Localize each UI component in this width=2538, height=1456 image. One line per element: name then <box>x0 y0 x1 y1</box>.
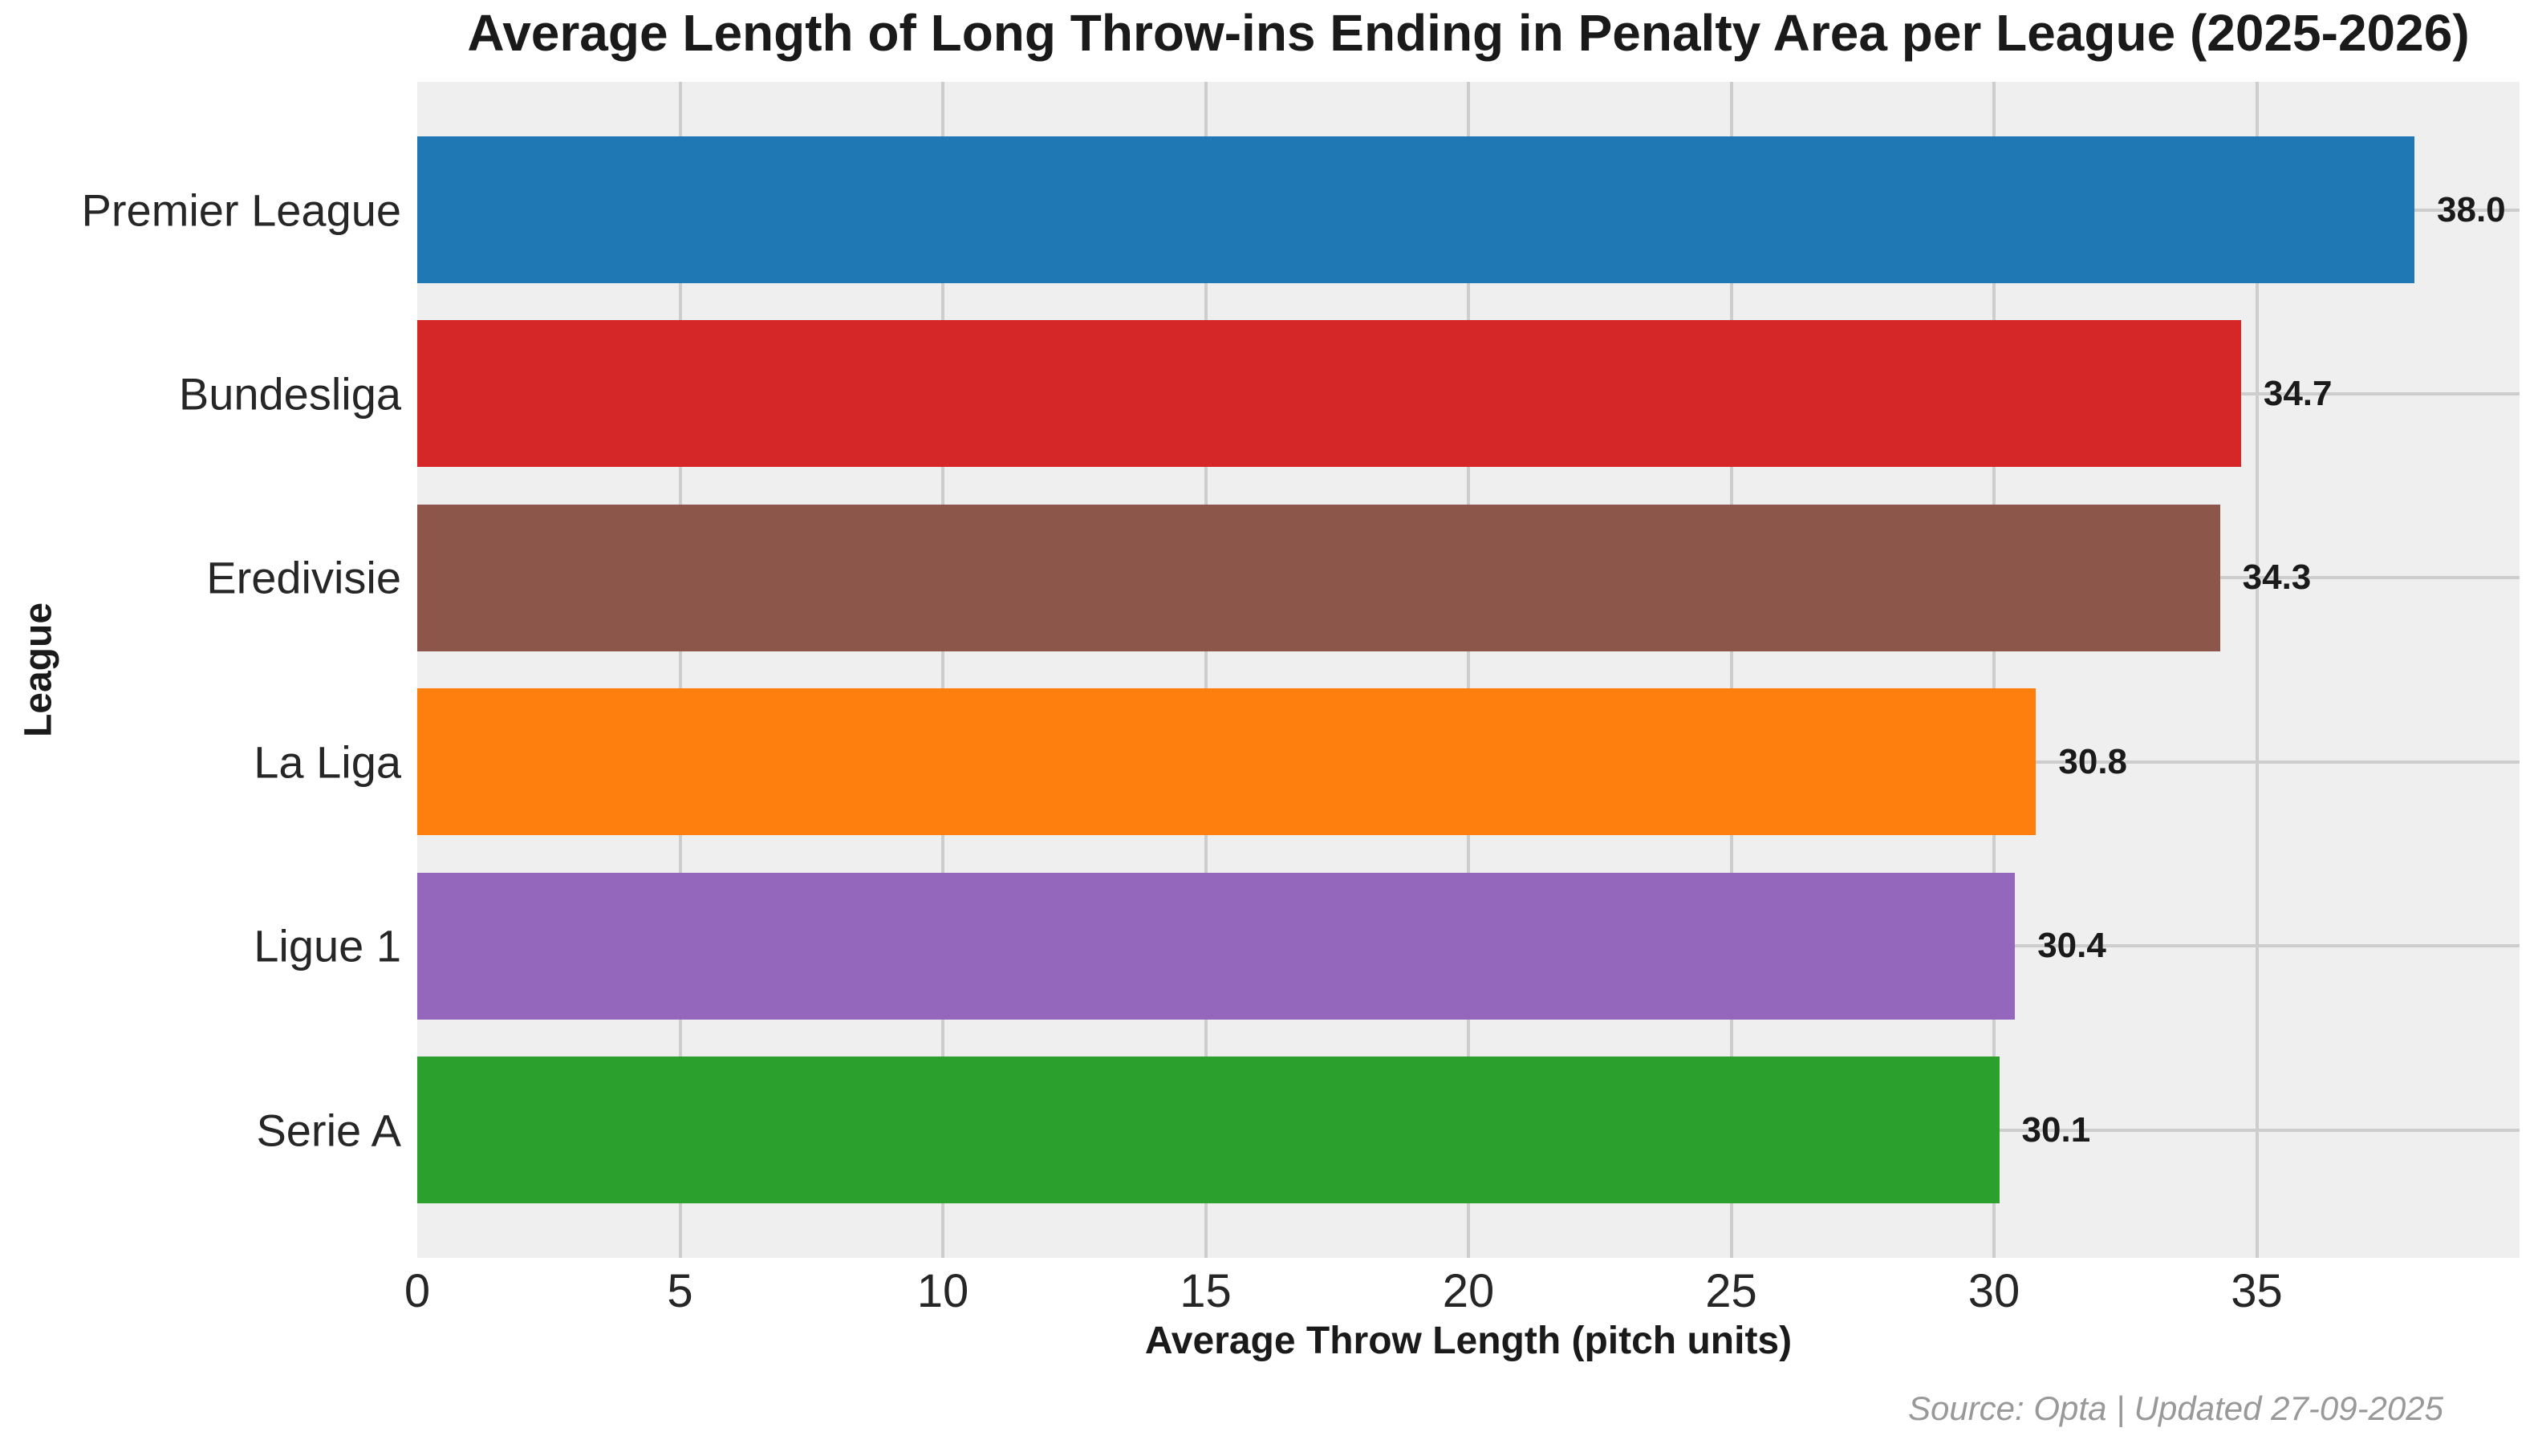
y-tick-label: Ligue 1 <box>254 920 401 971</box>
x-axis-label: Average Throw Length (pitch units) <box>1144 1320 1793 1362</box>
vertical-gridline <box>1467 82 1470 1258</box>
bar-value-label: 34.3 <box>2242 558 2312 598</box>
x-tick-label: 5 <box>667 1265 693 1317</box>
y-tick-label: Bundesliga <box>178 368 401 420</box>
y-tick-label: Premier League <box>81 185 401 235</box>
x-tick-label: 20 <box>1442 1265 1495 1317</box>
chart-title: Average Length of Long Throw-ins Ending … <box>467 4 2470 62</box>
bar-value-label: 30.8 <box>2058 741 2128 781</box>
vertical-gridline <box>678 82 682 1258</box>
x-tick-label: 10 <box>916 1265 969 1317</box>
x-tick-label: 30 <box>1967 1265 2020 1317</box>
bar-serie-a <box>417 1057 2000 1203</box>
source-note: Source: Opta | Updated 27-09-2025 <box>1907 1389 2443 1427</box>
plot-area: 38.0 34.7 34.3 30.8 30.4 30.1 <box>417 82 2520 1258</box>
x-tick-label: 15 <box>1180 1265 1232 1317</box>
x-tick-label: 35 <box>2231 1265 2283 1317</box>
bar-la-liga <box>417 688 2036 836</box>
bar-value-label: 38.0 <box>2437 189 2506 229</box>
x-tick-label: 0 <box>404 1265 431 1317</box>
vertical-gridline <box>941 82 944 1258</box>
bar-value-label: 34.7 <box>2263 373 2333 413</box>
vertical-gridline <box>1992 82 1996 1258</box>
bar-value-label: 30.1 <box>2021 1109 2091 1150</box>
bar-ligue-1 <box>417 872 2016 1020</box>
bar-value-label: 30.4 <box>2037 926 2106 966</box>
x-axis-ticks: 0 5 10 15 20 25 30 35 <box>404 1264 2520 1320</box>
vertical-gridline <box>2255 82 2259 1258</box>
x-tick-label: 25 <box>1705 1265 1757 1317</box>
vertical-gridline <box>1729 82 1733 1258</box>
y-axis-ticks: Premier League Bundesliga Eredivisie La Lig… <box>0 0 401 1456</box>
y-tick-label: Serie A <box>256 1105 401 1155</box>
bar-premier-league <box>417 136 2414 283</box>
bar-bundesliga <box>417 320 2241 468</box>
bar-eredivisie <box>417 504 2220 651</box>
y-tick-label: La Liga <box>254 736 401 788</box>
vertical-gridline <box>1204 82 1208 1258</box>
y-tick-label: Eredivisie <box>206 552 401 603</box>
